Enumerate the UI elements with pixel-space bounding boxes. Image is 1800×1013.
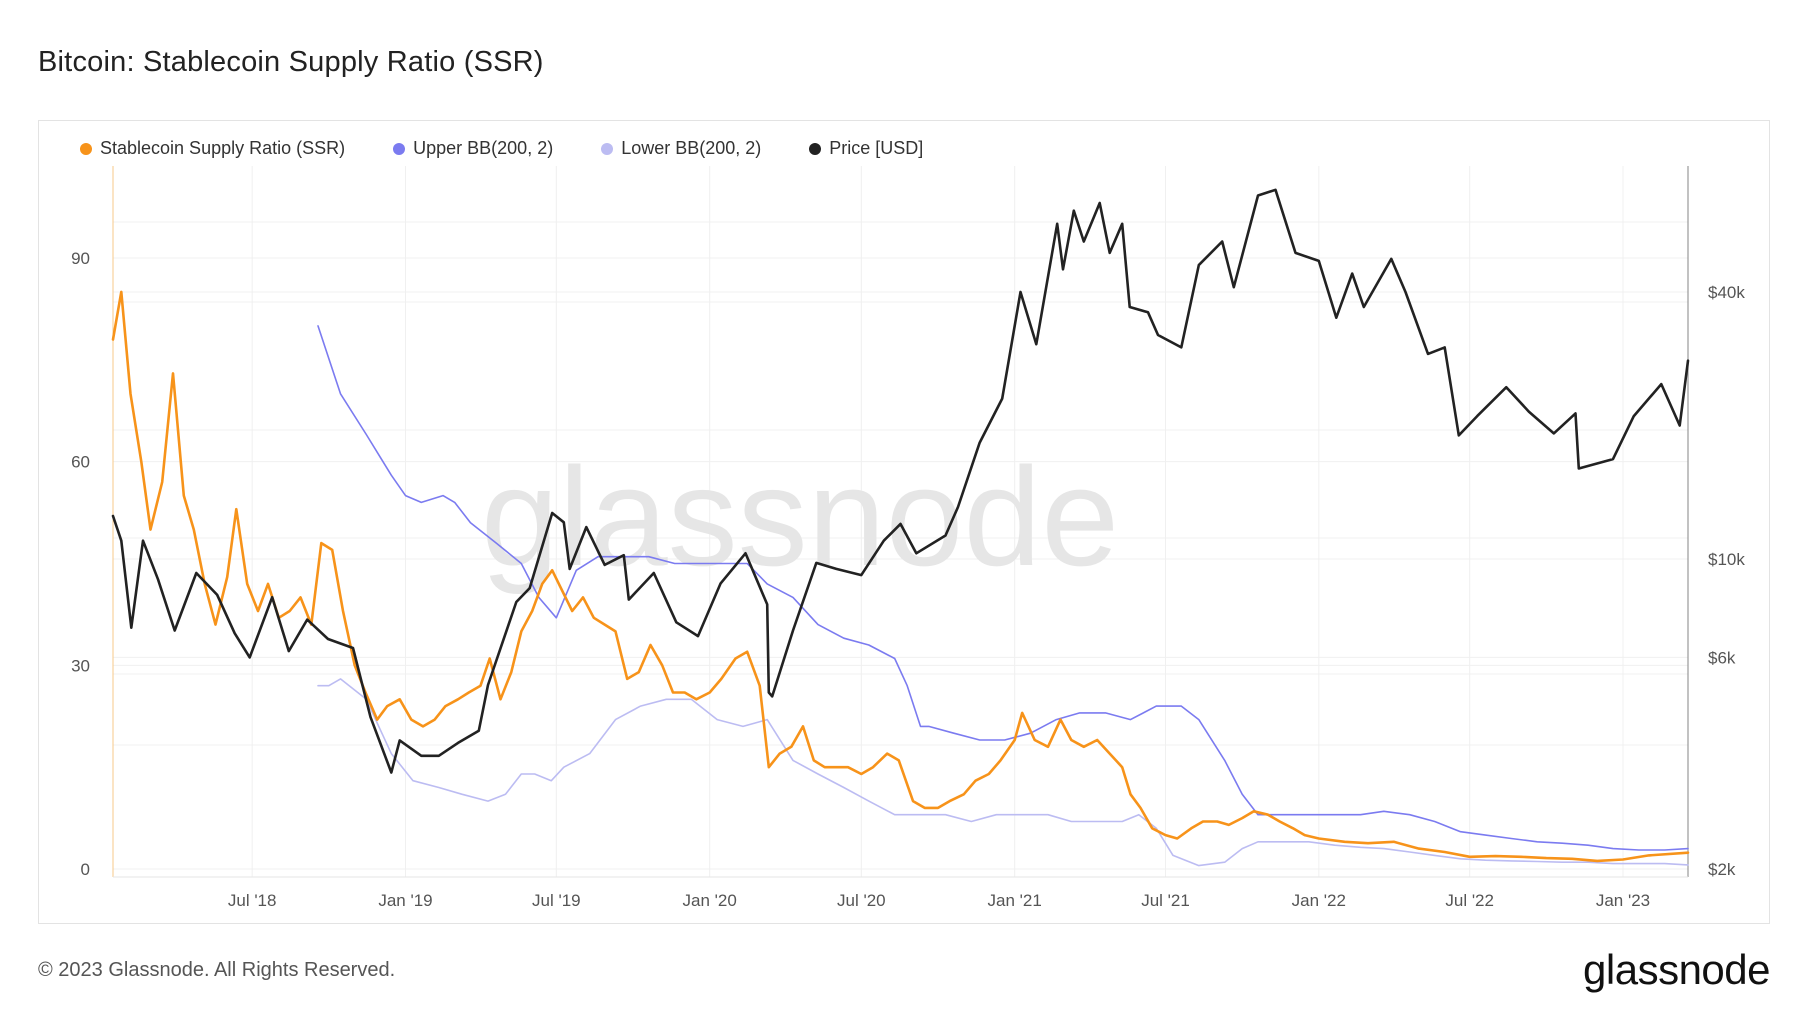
y-left-tick-label: 90 [71,249,90,268]
legend-item[interactable]: Lower BB(200, 2) [601,138,761,159]
legend-label: Lower BB(200, 2) [621,138,762,158]
legend-label: Stablecoin Supply Ratio (SSR) [100,138,346,158]
legend-item[interactable]: Price [USD] [809,138,923,159]
chart-title: Bitcoin: Stablecoin Supply Ratio (SSR) [38,46,544,78]
x-tick-label: Jul '18 [228,891,277,910]
y-left-tick-label: 60 [71,453,90,472]
y-left-tick-label: 0 [81,860,90,879]
legend-dot-icon [601,142,614,155]
x-tick-label: Jul '21 [1141,891,1190,910]
legend-label: Price [USD] [829,138,924,158]
series-line-2 [317,678,1689,867]
series-lines [111,188,1690,867]
x-tick-label: Jul '19 [532,891,581,910]
y-right-tick-label: $10k [1708,550,1745,569]
watermark: glassnode [481,438,1119,595]
x-tick-label: Jan '21 [988,891,1042,910]
y-right-axis-ticks: $2k $6k $10k $40k [1708,283,1745,879]
series-line-0 [111,290,1690,863]
x-axis-ticks: Jul '18 Jan '19 Jul '19 Jan '20 Jul '20 Jan '… [228,891,1650,910]
chart-panel [38,120,1770,924]
grid-lines [112,166,1689,878]
y-right-tick-label: $2k [1708,860,1736,879]
legend: Stablecoin Supply Ratio (SSR) Upper BB(20… [80,138,971,159]
legend-item[interactable]: Stablecoin Supply Ratio (SSR) [80,138,345,159]
x-tick-label: Jan '19 [378,891,432,910]
series-line-1 [317,325,1689,851]
x-tick-label: Jan '20 [683,891,737,910]
legend-dot-icon [80,142,92,155]
x-tick-label: Jul '22 [1445,891,1494,910]
legend-item[interactable]: Upper BB(200, 2) [393,138,553,159]
series-line-3 [111,188,1690,774]
y-left-axis-ticks: 0 30 60 90 [71,249,90,879]
x-tick-label: Jan '23 [1596,891,1650,910]
y-right-tick-label: $40k [1708,283,1745,302]
x-tick-label: Jul '20 [837,891,886,910]
copyright-footer: © 2023 Glassnode. All Rights Reserved. [38,959,396,981]
x-tick-label: Jan '22 [1292,891,1346,910]
y-left-tick-label: 30 [71,656,90,675]
brand-logo: glassnode [1583,946,1770,993]
y-right-tick-label: $6k [1708,648,1736,667]
legend-dot-icon [809,142,822,155]
legend-label: Upper BB(200, 2) [413,138,554,158]
legend-dot-icon [393,142,406,155]
